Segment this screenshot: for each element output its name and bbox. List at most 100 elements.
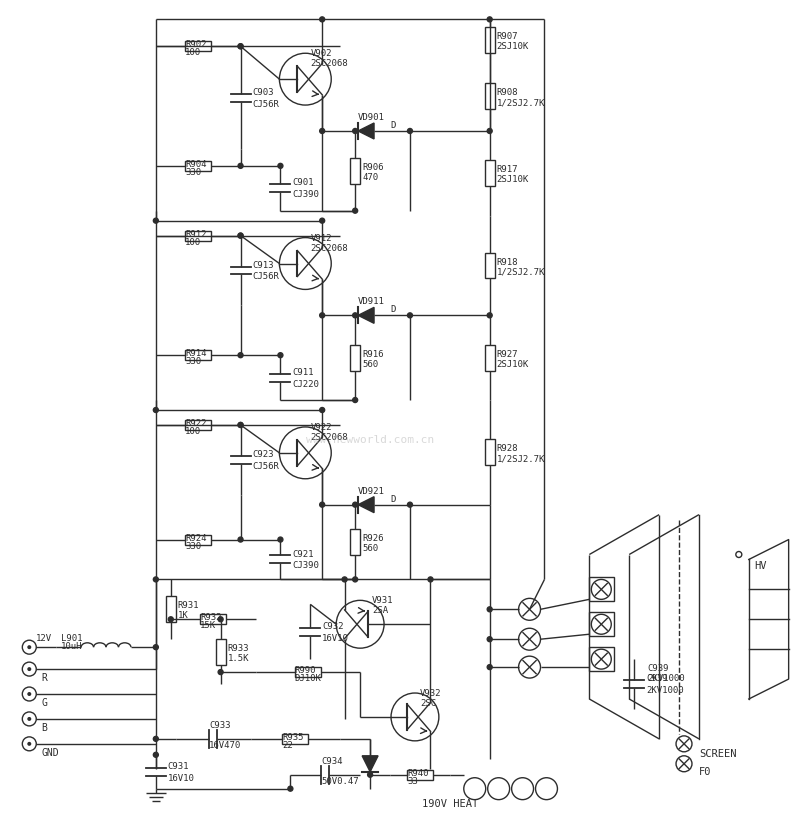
Circle shape: [320, 407, 325, 412]
Text: R906: R906: [362, 163, 384, 172]
Text: www.newworld.com.cn: www.newworld.com.cn: [306, 435, 434, 445]
Text: 330: 330: [186, 357, 202, 366]
Text: C921: C921: [292, 550, 314, 559]
Text: R916: R916: [362, 350, 384, 359]
Text: R940: R940: [407, 769, 429, 778]
Text: 10uH: 10uH: [61, 642, 82, 651]
Bar: [200, 614, 226, 625]
Circle shape: [353, 128, 358, 133]
Text: V922: V922: [310, 423, 332, 432]
Bar: [216, 639, 226, 665]
Text: 2SC2068: 2SC2068: [310, 59, 348, 68]
Circle shape: [487, 17, 492, 22]
Text: 470: 470: [362, 173, 378, 182]
Circle shape: [154, 737, 158, 742]
Circle shape: [154, 752, 158, 757]
Bar: [295, 667, 321, 677]
Circle shape: [288, 786, 293, 791]
Polygon shape: [358, 123, 374, 139]
Text: C934: C934: [322, 757, 342, 765]
Text: 560: 560: [362, 360, 378, 369]
Text: F0: F0: [699, 767, 711, 777]
Text: VD901: VD901: [358, 113, 385, 122]
Polygon shape: [358, 497, 374, 513]
Circle shape: [238, 44, 243, 49]
Bar: [485, 345, 494, 370]
Circle shape: [238, 233, 243, 238]
Circle shape: [218, 616, 223, 621]
Text: CJ390: CJ390: [292, 561, 319, 570]
Circle shape: [27, 645, 31, 649]
Circle shape: [320, 128, 325, 133]
Circle shape: [238, 163, 243, 169]
Text: CJ56R: CJ56R: [253, 100, 279, 109]
Bar: [186, 535, 211, 545]
Text: 2SC: 2SC: [420, 699, 436, 708]
Text: 2SC2068: 2SC2068: [310, 433, 348, 442]
Circle shape: [407, 502, 413, 507]
Text: C903: C903: [253, 87, 274, 96]
Text: R935: R935: [282, 732, 304, 742]
Circle shape: [487, 607, 492, 611]
Text: 1/2SJ2.7K: 1/2SJ2.7K: [497, 454, 545, 463]
Text: 2SJ10K: 2SJ10K: [497, 175, 529, 184]
Text: V931: V931: [372, 597, 394, 606]
Text: R933: R933: [228, 644, 249, 653]
Circle shape: [168, 616, 174, 621]
Text: 16V10: 16V10: [322, 634, 349, 643]
Text: C939: C939: [647, 664, 669, 673]
Circle shape: [238, 422, 243, 427]
Text: C911: C911: [292, 368, 314, 377]
Text: R931: R931: [178, 602, 199, 611]
Bar: [590, 578, 614, 602]
Text: 2SA: 2SA: [372, 607, 388, 616]
Text: C933: C933: [209, 721, 230, 730]
Text: 1/2SJ2.7K: 1/2SJ2.7K: [497, 98, 545, 107]
Polygon shape: [362, 756, 378, 772]
Text: V912: V912: [310, 234, 332, 243]
Text: R928: R928: [497, 444, 518, 453]
Text: C939: C939: [646, 674, 668, 683]
Text: L901: L901: [61, 635, 82, 644]
Bar: [186, 160, 211, 171]
Text: 16V470: 16V470: [209, 741, 242, 750]
Circle shape: [154, 644, 158, 649]
Text: R918: R918: [497, 258, 518, 267]
Circle shape: [27, 742, 31, 746]
Text: CJ390: CJ390: [292, 190, 319, 199]
Circle shape: [320, 313, 325, 318]
Circle shape: [238, 44, 243, 49]
Bar: [186, 351, 211, 360]
Text: 330: 330: [186, 542, 202, 551]
Text: R932: R932: [200, 613, 222, 622]
Text: R927: R927: [497, 350, 518, 359]
Bar: [485, 439, 494, 465]
Text: R907: R907: [497, 32, 518, 41]
Bar: [350, 529, 360, 555]
Circle shape: [407, 313, 413, 318]
Text: VD921: VD921: [358, 486, 385, 495]
Circle shape: [27, 692, 31, 696]
Text: G: G: [42, 698, 47, 708]
Circle shape: [353, 398, 358, 402]
Text: R912: R912: [186, 230, 206, 239]
Text: R908: R908: [497, 88, 518, 97]
Text: V902: V902: [310, 49, 332, 58]
Circle shape: [278, 353, 283, 358]
Text: 12V: 12V: [36, 635, 52, 644]
Text: DJ10K: DJ10K: [295, 674, 322, 683]
Text: V932: V932: [420, 689, 442, 698]
Text: B: B: [42, 723, 47, 733]
Circle shape: [154, 218, 158, 223]
Text: 50V0.47: 50V0.47: [322, 777, 359, 786]
Circle shape: [238, 353, 243, 358]
Circle shape: [154, 407, 158, 412]
Text: 2SJ10K: 2SJ10K: [497, 360, 529, 369]
Circle shape: [238, 233, 243, 238]
Text: D: D: [390, 305, 395, 314]
Text: C931: C931: [168, 762, 190, 771]
Text: 100: 100: [186, 238, 202, 247]
Circle shape: [487, 128, 492, 133]
Circle shape: [353, 577, 358, 582]
Text: C923: C923: [253, 450, 274, 459]
